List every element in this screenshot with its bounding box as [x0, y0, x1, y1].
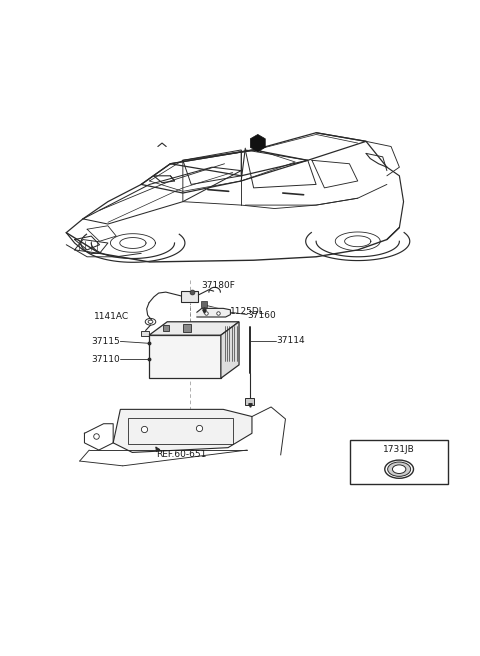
Text: 37114: 37114	[276, 337, 305, 346]
Text: REF.60-651: REF.60-651	[156, 450, 206, 459]
Polygon shape	[221, 322, 239, 379]
Polygon shape	[149, 322, 239, 335]
Text: 37115: 37115	[92, 337, 120, 346]
Bar	[141, 331, 149, 336]
Text: 37180F: 37180F	[202, 281, 236, 291]
Ellipse shape	[388, 462, 410, 476]
Polygon shape	[251, 134, 265, 152]
Polygon shape	[113, 409, 252, 453]
Text: 1125DL: 1125DL	[230, 307, 265, 316]
Text: 37110: 37110	[92, 355, 120, 363]
Bar	[350, 440, 448, 483]
Text: 37160: 37160	[247, 311, 276, 320]
Ellipse shape	[393, 465, 406, 474]
Bar	[128, 417, 233, 444]
Text: 1141AC: 1141AC	[94, 312, 129, 321]
Text: 1731JB: 1731JB	[383, 445, 415, 453]
Bar	[245, 398, 254, 405]
Polygon shape	[149, 335, 221, 379]
Polygon shape	[197, 308, 230, 317]
Bar	[181, 291, 198, 302]
